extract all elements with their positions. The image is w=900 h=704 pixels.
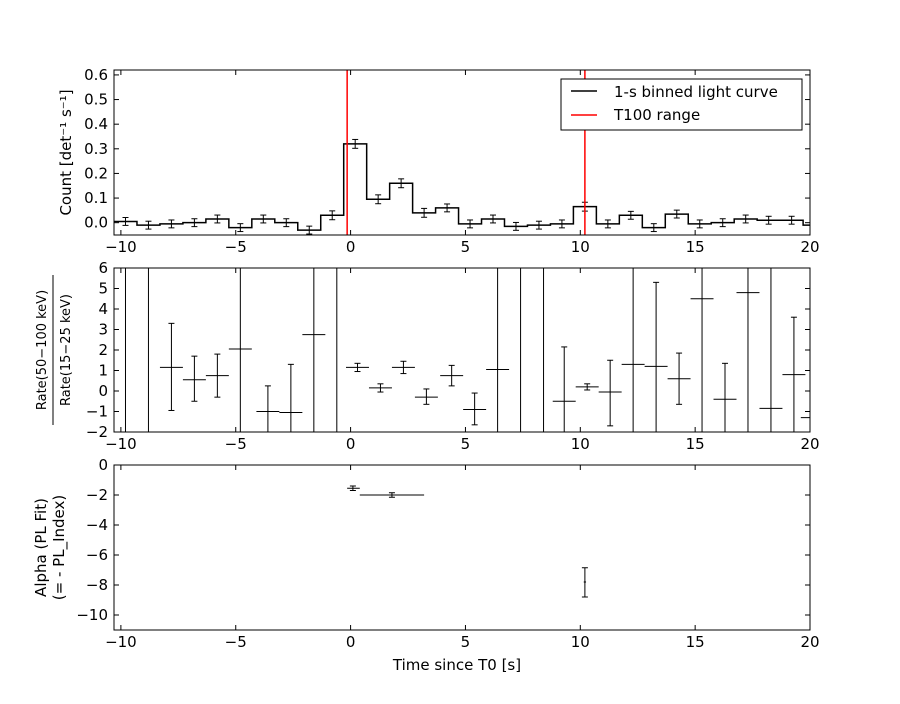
y-tick-label: 0.1 xyxy=(84,189,108,207)
y-axis-label-numerator: Rate(50−100 keV) xyxy=(35,290,50,410)
y-tick-label: 5 xyxy=(98,280,108,298)
x-tick-label: −5 xyxy=(225,238,247,256)
legend: 1-s binned light curve T100 range xyxy=(560,78,803,131)
y-tick-label: 1 xyxy=(98,362,108,380)
y-tick-label: 0.2 xyxy=(84,164,108,182)
y-tick-label: −6 xyxy=(86,546,108,564)
x-tick-label: 10 xyxy=(571,633,590,651)
x-tick-label: −5 xyxy=(225,633,247,651)
y-tick-label: 3 xyxy=(98,321,108,339)
x-tick-label: 20 xyxy=(800,435,819,453)
plot-frame xyxy=(113,267,811,433)
y-tick-label: −2 xyxy=(86,423,108,441)
y-tick-label: −4 xyxy=(86,516,108,534)
y-tick-label: −10 xyxy=(76,606,108,624)
x-tick-label: 10 xyxy=(571,238,590,256)
y-tick-label: 6 xyxy=(98,259,108,277)
x-tick-label: 0 xyxy=(346,633,356,651)
x-tick-label: 0 xyxy=(346,435,356,453)
plot-area xyxy=(124,268,810,432)
y-tick-label: 0 xyxy=(98,382,108,400)
x-tick-label: 15 xyxy=(686,435,705,453)
panel-light-curve: −10 −5 0 5 10 15 20 0.0 0.1 0.2 0.3 0.4 0.5 0.6 Count … xyxy=(57,66,820,256)
legend-frame xyxy=(560,78,803,131)
x-tick-label: 20 xyxy=(800,633,819,651)
x-tick-label: 15 xyxy=(686,238,705,256)
x-tick-label: 5 xyxy=(461,238,471,256)
x-tick-label: −10 xyxy=(105,238,137,256)
y-axis-label: Count [det⁻¹ s⁻¹] xyxy=(57,89,75,215)
y-tick-label: 0.6 xyxy=(84,66,108,84)
x-tick-label: 0 xyxy=(346,238,356,256)
y-tick-label: −1 xyxy=(86,403,108,421)
x-tick-label: 15 xyxy=(686,633,705,651)
x-tick-label: −5 xyxy=(225,435,247,453)
y-axis-label-line1: Alpha (PL Fit) xyxy=(32,498,50,597)
legend-label-light-curve: 1-s binned light curve xyxy=(614,83,778,101)
x-tick-label: 5 xyxy=(461,435,471,453)
y-tick-label: 0.4 xyxy=(84,115,108,133)
x-tick-label: 5 xyxy=(461,633,471,651)
x-tick-label: −10 xyxy=(105,633,137,651)
plot-frame xyxy=(113,464,811,631)
y-axis-label-denominator: Rate(15−25 keV) xyxy=(59,294,74,406)
x-tick-label: 20 xyxy=(800,238,819,256)
light-curve-step-line xyxy=(114,143,810,231)
y-tick-label: 0.3 xyxy=(84,140,108,158)
x-tick-label: 10 xyxy=(571,435,590,453)
y-axis-label-line2: (= - PL_Index) xyxy=(50,495,69,600)
x-axis-label: Time since T0 [s] xyxy=(392,656,521,674)
y-tick-label: 0 xyxy=(98,456,108,474)
y-tick-label: 4 xyxy=(98,300,108,318)
y-tick-label: −8 xyxy=(86,576,108,594)
legend-label-t100: T100 range xyxy=(613,106,700,124)
y-tick-label: 2 xyxy=(98,341,108,359)
plot-frame xyxy=(113,69,811,236)
y-tick-label: 0.5 xyxy=(84,91,108,109)
panel-alpha: −10 −5 0 5 10 15 20 −10 −8 −6 −4 −2 0 Alpha (PL Fit)(… xyxy=(32,456,820,674)
x-tick-label: −10 xyxy=(105,435,137,453)
y-tick-label: 0.0 xyxy=(84,214,108,232)
y-tick-label: −2 xyxy=(86,486,108,504)
